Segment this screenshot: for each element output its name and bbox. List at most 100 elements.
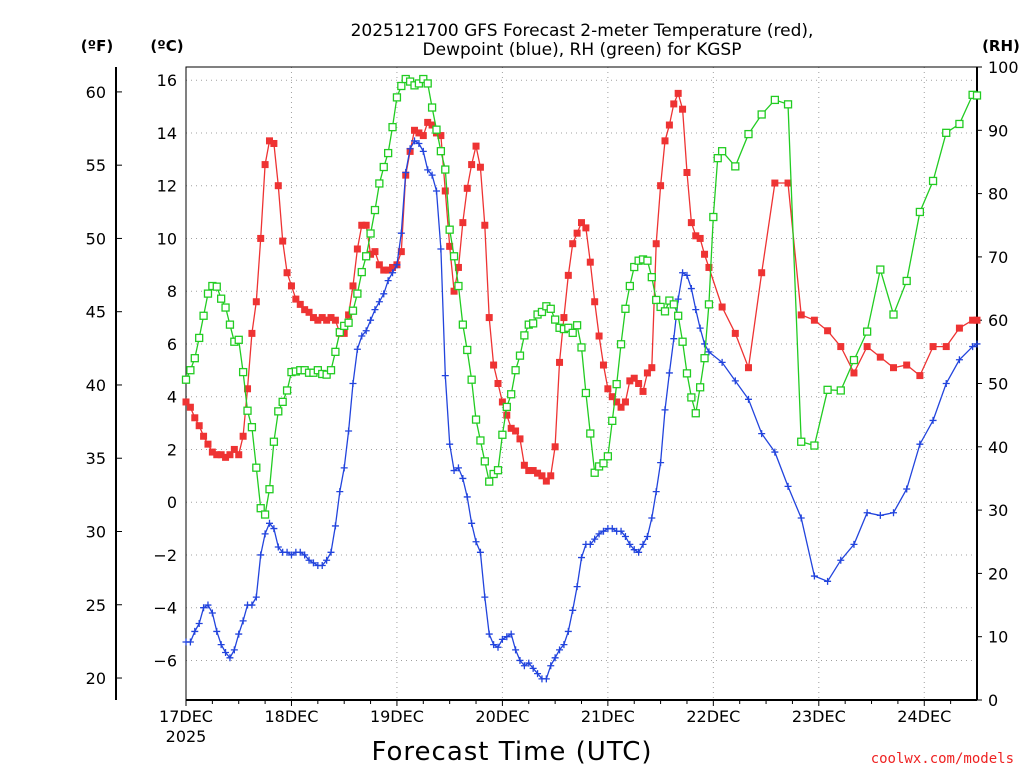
rh-point [529,319,538,328]
temperature-point [450,287,458,295]
temperature-point [222,453,230,461]
dewpoint-point [494,643,502,651]
temperature-point [186,403,194,411]
temperature-point [556,358,564,366]
celsius-tick-label: 16 [157,71,177,90]
dewpoint-point [683,271,691,279]
dewpoint-point [349,380,357,387]
rh-point [414,79,424,88]
rh-point [757,110,766,119]
dewpoint-point [503,633,511,641]
rh-point [344,318,353,327]
temperature-point [208,448,216,456]
temperature-point [679,105,687,113]
temperature-point [687,219,695,227]
dewpoint-point [591,535,599,543]
dewpoint-point [468,519,476,527]
rh-point [370,205,380,215]
temperature-point [670,100,678,108]
dewpoint-point [389,269,397,277]
dewpoint-point [758,430,766,438]
dewpoint-point [195,620,203,628]
dewpoint-point [608,525,616,533]
dewpoint-point [556,646,564,654]
dewpoint-point [226,654,234,662]
rh-point [823,385,832,394]
rh-point [225,320,235,329]
rh-point [572,321,582,330]
rh-point [269,437,279,446]
temperature-point [485,314,493,322]
fahrenheit-unit-label: (ºF) [81,37,113,55]
rh-point [353,289,362,298]
rh-tick-label: 50 [988,375,1008,394]
dewpoint-point [674,295,682,303]
dewpoint-point [586,540,594,548]
temperature-point [701,250,709,258]
temperature-point [613,398,621,406]
temperature-point [323,316,331,324]
dewpoint-point [630,546,638,554]
rh-point [199,311,208,320]
rh-tick-label: 100 [988,58,1019,77]
dewpoint-point [274,543,282,551]
temperature-point [903,361,911,369]
rh-point [375,179,384,188]
rh-point [709,212,718,222]
temperature-point [591,298,599,306]
dewpoint-point [731,377,739,385]
temperature-point [758,269,766,277]
rh-point [810,441,819,450]
rh-point [441,165,450,174]
temperature-point [810,316,818,324]
dewpoint-point [564,627,572,635]
rh-point [770,95,780,105]
temperature-point [270,139,278,147]
rh-point [186,366,195,375]
rh-point [586,429,595,438]
temperature-point [182,398,190,406]
celsius-tick-label: 0 [167,493,177,512]
fahrenheit-tick-label: 35 [86,449,106,468]
temperature-point [771,179,779,187]
dewpoint-point [837,556,845,564]
rh-point [335,328,344,337]
temperature-point [494,380,502,387]
rh-point [274,407,283,416]
temperature-point [314,316,322,324]
rh-point [265,485,274,494]
temperature-point [529,467,537,475]
rh-point [972,91,982,100]
rh-point [326,366,336,375]
rh-point [419,74,428,84]
fahrenheit-tick-label: 40 [86,376,106,395]
temperature-point [292,295,300,303]
temperature-point [797,311,805,319]
dewpoint-point [516,656,524,664]
dewpoint-point [657,459,665,467]
dewpoint-point [446,440,454,448]
rh-point [691,409,700,418]
dewpoint-point [661,406,669,414]
temperature-point [657,182,665,190]
dewpoint-point [617,527,625,535]
rh-point [252,463,261,472]
temperature-point [349,282,357,290]
dewpoint-point [375,298,383,306]
dewpoint-point [784,482,792,490]
celsius-tick-label: 12 [157,177,177,196]
temperature-point [876,353,884,361]
dewpoint-point [318,561,326,569]
dewpoint-point [454,464,462,472]
rh-point [731,162,740,171]
rh-point [647,273,656,282]
temperature-point [784,179,792,187]
dewpoint-point [903,485,911,493]
rh-unit-label: (RH) [982,37,1020,55]
temperature-point [244,385,252,393]
fahrenheit-tick-label: 30 [86,522,106,541]
rh-point [696,383,705,392]
temperature-series [182,89,981,485]
dewpoint-point [490,641,498,649]
temperature-point [652,240,660,248]
